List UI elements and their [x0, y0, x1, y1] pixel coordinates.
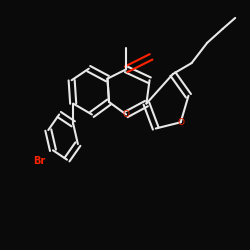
- Text: Br: Br: [33, 156, 45, 166]
- Text: O: O: [177, 118, 184, 127]
- Text: O: O: [123, 110, 130, 119]
